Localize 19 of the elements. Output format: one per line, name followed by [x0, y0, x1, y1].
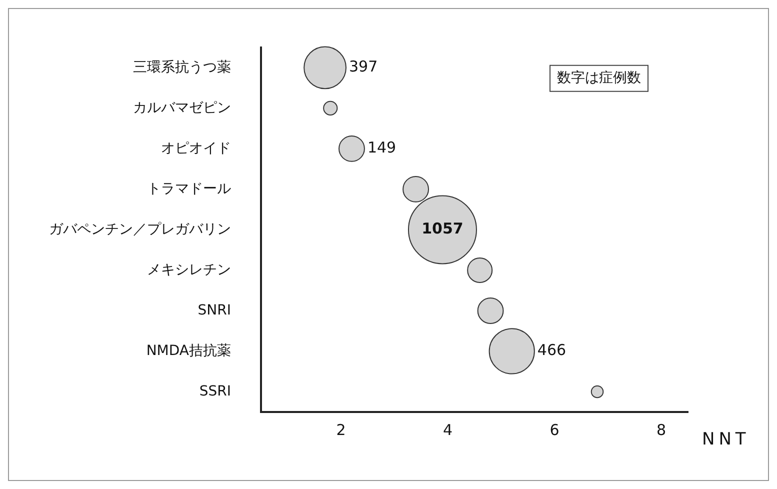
y-tick-label: ガバペンチン／プレガバリン — [49, 221, 231, 238]
y-tick-label: メキシレチン — [147, 262, 231, 278]
x-tick-label: 8 — [656, 420, 666, 439]
y-tick-label: トラマドール — [147, 180, 231, 197]
x-axis-title: NNT — [702, 429, 750, 450]
annotation: 397 — [349, 58, 378, 76]
y-tick-label: 三環系抗うつ薬 — [133, 59, 231, 76]
y-tick-label: SNRI — [198, 302, 231, 318]
annotation: 数字は症例数 — [557, 70, 641, 86]
y-tick-label: SSRI — [199, 383, 231, 400]
y-tick-label: カルバマゼピン — [133, 100, 231, 116]
x-tick-label: 2 — [336, 420, 346, 439]
y-tick-label: NMDA拮抗薬 — [146, 342, 231, 359]
x-tick-label: 6 — [550, 420, 560, 439]
y-tick-label: オピオイド — [161, 140, 231, 156]
annotation: 149 — [367, 138, 396, 157]
annotation: 1057 — [422, 220, 464, 238]
x-tick-label: 4 — [443, 420, 453, 439]
annotation: 466 — [537, 341, 566, 360]
